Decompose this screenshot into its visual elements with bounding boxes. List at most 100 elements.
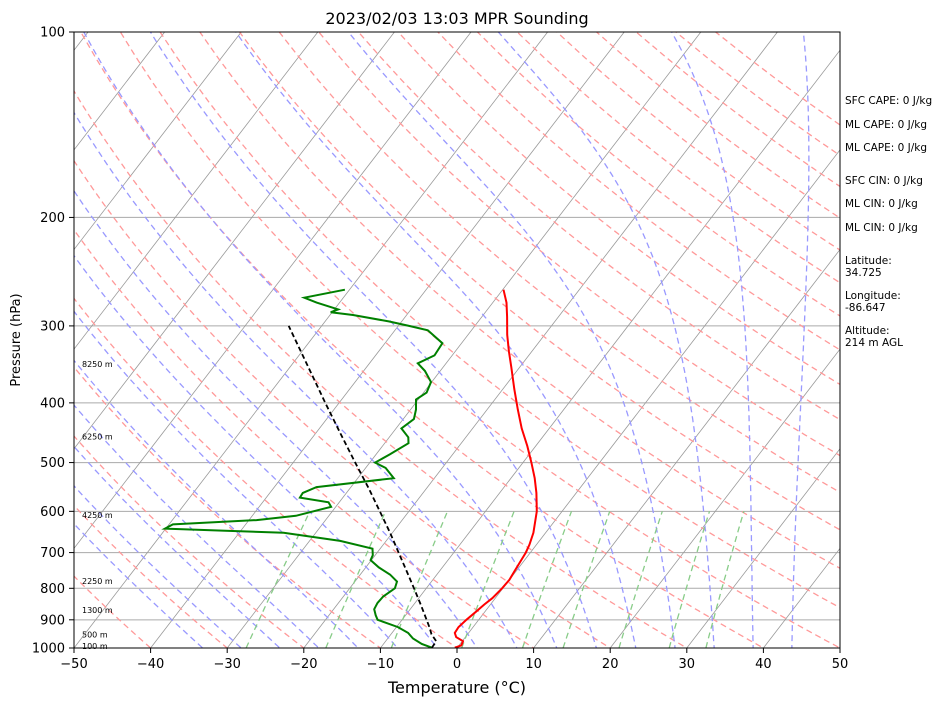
moist-adiabat-line xyxy=(74,359,359,648)
mixing-ratio-line xyxy=(325,511,387,648)
isotherm-line xyxy=(456,149,840,648)
y-tick-label: 200 xyxy=(40,211,65,226)
isotherm-line xyxy=(74,32,548,648)
moist-adiabat-line xyxy=(671,32,754,648)
mixing-ratio-line xyxy=(521,511,573,648)
dry-adiabat-line xyxy=(74,366,382,648)
dry-adiabat-line xyxy=(199,32,840,569)
isotherm-line xyxy=(380,49,840,648)
dry-adiabat-line xyxy=(74,89,689,648)
mixing-ratio-line xyxy=(705,511,745,648)
mixing-ratio-line xyxy=(668,511,711,648)
mixing-ratio-line xyxy=(245,511,311,648)
x-tick-label: 0 xyxy=(453,657,461,672)
isotherm-line xyxy=(533,248,840,648)
y-tick-label: 300 xyxy=(40,319,65,334)
y-tick-label: 1000 xyxy=(32,642,65,657)
isotherm-line xyxy=(74,32,165,151)
height-label: 2250 m xyxy=(82,577,113,586)
height-label: 6250 m xyxy=(82,433,113,442)
isotherm-line xyxy=(74,32,472,550)
height-label: 1300 m xyxy=(82,606,113,615)
y-tick-label: 600 xyxy=(40,505,65,520)
mixing-ratio-line xyxy=(461,511,515,648)
moist-adiabat-line xyxy=(235,32,637,648)
y-tick-label: 500 xyxy=(40,456,65,471)
dry-adiabat-line xyxy=(119,32,840,648)
isotherm-line xyxy=(686,448,840,648)
isotherm-line xyxy=(74,32,319,350)
isotherm-line xyxy=(226,32,702,648)
x-axis-title: Temperature (°C) xyxy=(387,678,526,697)
chart-title: 2023/02/03 13:03 MPR Sounding xyxy=(325,9,588,28)
isotherm-line xyxy=(74,32,242,251)
dewpoint-trace xyxy=(161,288,444,648)
dry-adiabat-line xyxy=(80,32,765,648)
isotherm-line xyxy=(609,348,840,648)
moist-adiabat-line xyxy=(74,189,478,648)
isotherm-line xyxy=(150,32,625,648)
moist-adiabat-line xyxy=(83,32,558,648)
moist-adiabat-line xyxy=(149,32,598,648)
dry-adiabat-line xyxy=(74,504,229,648)
y-tick-label: 900 xyxy=(40,613,65,628)
axis-ticks: −50 −40 −30 −20 −10 0 10 20 30 40 50 1000 900 800 700 6… xyxy=(32,26,848,673)
x-tick-label: 50 xyxy=(832,657,849,672)
moist-adiabat-line xyxy=(347,32,676,648)
parcel-trace xyxy=(287,325,438,648)
background-lines xyxy=(74,32,840,648)
sfc-cin-text: SFC CIN: 0 J/kg xyxy=(845,175,923,187)
temperature-trace xyxy=(453,289,538,648)
moist-adiabat-line xyxy=(791,32,810,648)
latitude-text: Latitude: 34.725 xyxy=(845,255,892,279)
y-axis-title: Pressure (hPa) xyxy=(9,293,24,386)
moist-adiabat-line xyxy=(74,484,243,648)
x-tick-label: −20 xyxy=(290,657,317,672)
sfc-cape-text: SFC CAPE: 0 J/kg xyxy=(845,95,933,107)
dry-adiabat-line xyxy=(238,32,840,531)
longitude-text: Longitude: -86.647 xyxy=(845,290,901,314)
y-tick-label: 100 xyxy=(40,26,65,41)
sounding-traces xyxy=(161,288,538,648)
dry-adiabat-line xyxy=(74,159,612,648)
y-tick-label: 800 xyxy=(40,582,65,597)
ml-cin-text: ML CIN: 0 J/kg xyxy=(845,198,918,210)
height-label: 4250 m xyxy=(82,511,113,520)
mixing-ratio-line xyxy=(562,511,611,648)
mixing-ratio-line xyxy=(390,511,449,648)
height-label: 500 m xyxy=(82,630,108,639)
x-tick-label: −50 xyxy=(60,657,87,672)
ml-cin-text-2: ML CIN: 0 J/kg xyxy=(845,222,918,234)
mixing-ratio-line xyxy=(618,511,663,648)
isotherm-line xyxy=(303,32,778,648)
x-tick-label: 20 xyxy=(602,657,619,672)
height-label: 8250 m xyxy=(82,360,113,369)
dry-adiabat-line xyxy=(74,575,152,648)
dry-adiabat-line xyxy=(397,32,840,386)
dry-adiabat-line xyxy=(159,32,840,609)
moist-adiabat-line xyxy=(74,404,320,648)
x-tick-label: −30 xyxy=(213,657,240,672)
moist-adiabat-line xyxy=(74,254,439,648)
x-tick-label: 30 xyxy=(679,657,696,672)
x-tick-label: 40 xyxy=(755,657,772,672)
altitude-text: Altitude: 214 m AGL xyxy=(845,325,903,349)
x-tick-label: −40 xyxy=(137,657,164,672)
height-labels: 100 m 500 m 1300 m 2250 m 4250 m 6250 m 8250 m xyxy=(82,360,113,651)
ml-cape-text: ML CAPE: 0 J/kg xyxy=(845,119,928,131)
height-label: 100 m xyxy=(82,642,108,651)
dry-adiabat-line xyxy=(74,228,535,648)
moist-adiabat-line xyxy=(74,445,281,648)
plot-frame xyxy=(73,31,841,649)
moist-adiabat-line xyxy=(74,111,518,648)
x-tick-label: −10 xyxy=(367,657,394,672)
moist-adiabat-line xyxy=(74,522,204,648)
dry-adiabat-line xyxy=(358,32,840,421)
y-tick-label: 700 xyxy=(40,546,65,561)
y-tick-label: 400 xyxy=(40,396,65,411)
moist-adiabat-line xyxy=(497,32,715,648)
x-tick-label: 10 xyxy=(525,657,542,672)
dry-adiabat-line xyxy=(74,435,305,648)
ml-cape-text-2: ML CAPE: 0 J/kg xyxy=(845,142,928,154)
